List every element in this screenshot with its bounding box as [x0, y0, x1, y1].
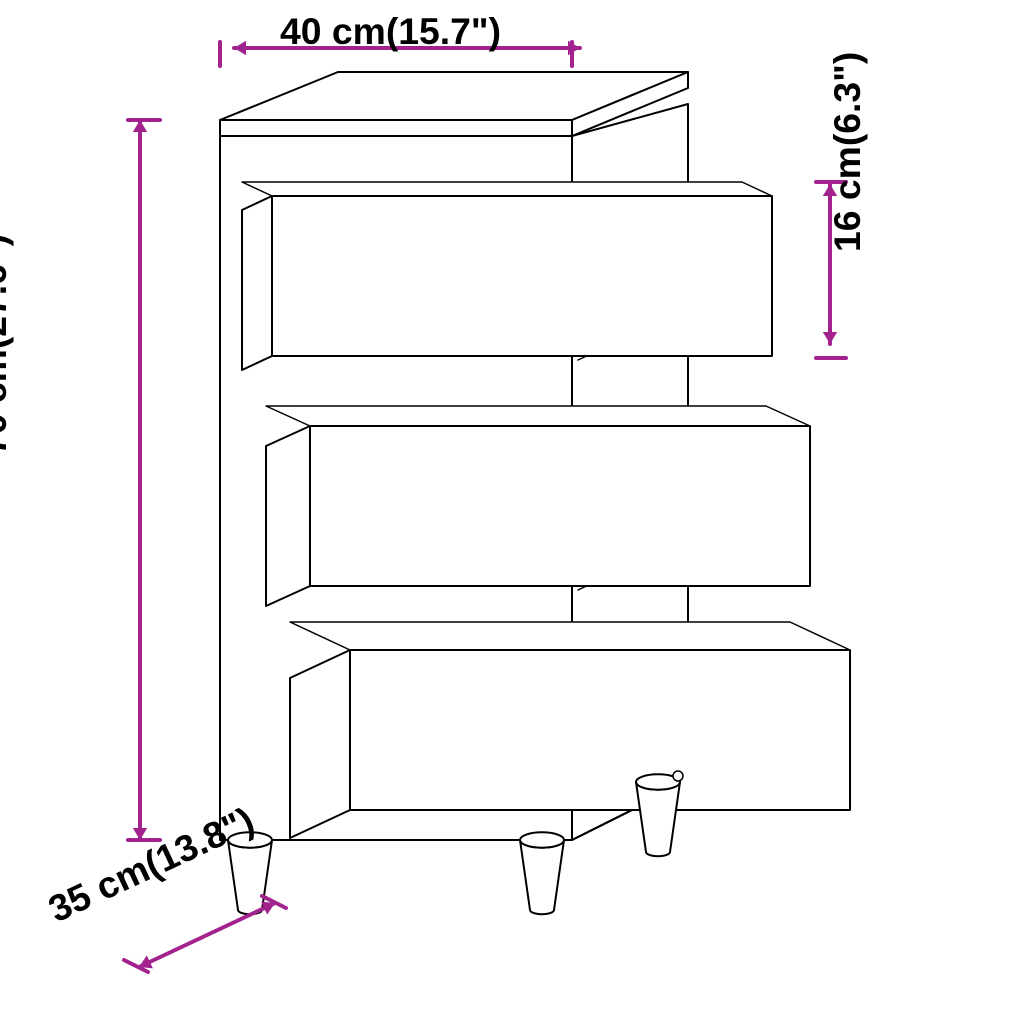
dim-label-width: 40 cm(15.7"): [280, 10, 501, 53]
dim-label-height: 70 cm(27.6"): [0, 234, 15, 455]
diagram-stage: 40 cm(15.7") 70 cm(27.6") 35 cm(13.8") 1…: [0, 0, 1024, 1024]
dim-label-drawer: 16 cm(6.3"): [826, 52, 869, 252]
